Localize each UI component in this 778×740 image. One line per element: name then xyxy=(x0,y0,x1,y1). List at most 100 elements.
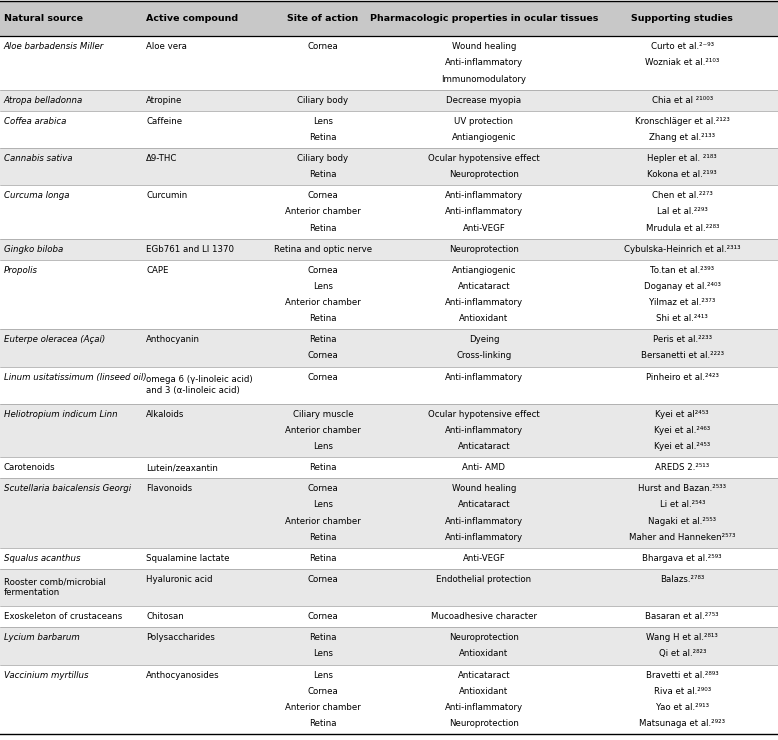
Bar xyxy=(0,665,778,734)
Text: Pharmacologic properties in ocular tissues: Pharmacologic properties in ocular tissu… xyxy=(370,14,598,24)
Text: Supporting studies: Supporting studies xyxy=(632,14,733,24)
Text: EGb761 and LI 1370: EGb761 and LI 1370 xyxy=(146,245,234,254)
Text: Retina: Retina xyxy=(309,554,337,563)
Text: Squalus acanthus: Squalus acanthus xyxy=(4,554,80,563)
Text: Natural source: Natural source xyxy=(4,14,83,24)
Text: Wang H et al.²⁸¹³: Wang H et al.²⁸¹³ xyxy=(647,633,718,642)
Text: Heliotropium indicum Linn: Heliotropium indicum Linn xyxy=(4,410,117,419)
Text: Squalamine lactate: Squalamine lactate xyxy=(146,554,230,563)
Text: Endothelial protection: Endothelial protection xyxy=(436,575,531,584)
Text: Cornea: Cornea xyxy=(307,373,338,382)
Text: Vaccinium myrtillus: Vaccinium myrtillus xyxy=(4,670,89,679)
Text: Hepler et al. ²¹⁸³: Hepler et al. ²¹⁸³ xyxy=(647,154,717,163)
Text: Bhargava et al.²⁵⁹³: Bhargava et al.²⁵⁹³ xyxy=(643,554,722,563)
Text: Antioxidant: Antioxidant xyxy=(459,314,509,323)
Text: Kyei et al.²⁴⁶³: Kyei et al.²⁴⁶³ xyxy=(654,426,710,435)
Bar xyxy=(0,478,778,548)
Bar xyxy=(0,569,778,606)
Text: Yao et al.²⁹¹³: Yao et al.²⁹¹³ xyxy=(656,703,709,712)
Text: Anticataract: Anticataract xyxy=(457,282,510,291)
Bar xyxy=(0,111,778,148)
Text: Anthocyanin: Anthocyanin xyxy=(146,335,200,344)
Text: Anterior chamber: Anterior chamber xyxy=(285,298,361,307)
Text: Balazs.²⁷⁸³: Balazs.²⁷⁸³ xyxy=(660,575,705,584)
Text: Shi et al.²⁴¹³: Shi et al.²⁴¹³ xyxy=(657,314,708,323)
Text: CAPE: CAPE xyxy=(146,266,169,275)
Bar xyxy=(0,457,778,478)
Text: Lens: Lens xyxy=(313,500,333,509)
Text: Anti-inflammatory: Anti-inflammatory xyxy=(445,703,523,712)
Text: Gingko biloba: Gingko biloba xyxy=(4,245,63,254)
Text: Chen et al.²²⁷³: Chen et al.²²⁷³ xyxy=(652,192,713,201)
Text: Flavonoids: Flavonoids xyxy=(146,485,192,494)
Text: Lens: Lens xyxy=(313,650,333,659)
Text: Decrease myopia: Decrease myopia xyxy=(447,95,521,104)
Text: Anti-VEGF: Anti-VEGF xyxy=(462,554,506,563)
Text: Cornea: Cornea xyxy=(307,687,338,696)
Text: Anti-inflammatory: Anti-inflammatory xyxy=(445,517,523,525)
Text: Antiangiogenic: Antiangiogenic xyxy=(452,266,516,275)
Text: Matsunaga et al.²⁹²³: Matsunaga et al.²⁹²³ xyxy=(640,719,725,728)
Text: Retina: Retina xyxy=(309,335,337,344)
Text: Rooster comb/microbial
fermentation: Rooster comb/microbial fermentation xyxy=(4,578,106,597)
Bar xyxy=(0,628,778,665)
Text: Retina: Retina xyxy=(309,223,337,232)
Bar xyxy=(0,404,778,457)
Text: Cornea: Cornea xyxy=(307,352,338,360)
Text: Kyei et al.²⁴⁵³: Kyei et al.²⁴⁵³ xyxy=(654,442,710,451)
Bar xyxy=(0,366,778,404)
Text: Lens: Lens xyxy=(313,670,333,679)
Text: Caffeine: Caffeine xyxy=(146,117,182,126)
Text: Neuroprotection: Neuroprotection xyxy=(449,170,519,179)
Text: Immunomodulatory: Immunomodulatory xyxy=(441,75,527,84)
Text: Neuroprotection: Neuroprotection xyxy=(449,719,519,728)
Text: Anticataract: Anticataract xyxy=(457,670,510,679)
Text: Coffea arabica: Coffea arabica xyxy=(4,117,66,126)
Text: Site of action: Site of action xyxy=(287,14,359,24)
Text: Anti-inflammatory: Anti-inflammatory xyxy=(445,207,523,216)
Text: To.tan et al.²³⁹³: To.tan et al.²³⁹³ xyxy=(650,266,714,275)
Text: Yilmaz et al.²³⁷³: Yilmaz et al.²³⁷³ xyxy=(649,298,716,307)
Text: Zhang et al.²¹³³: Zhang et al.²¹³³ xyxy=(650,133,715,142)
Text: Nagaki et al.²⁵⁵³: Nagaki et al.²⁵⁵³ xyxy=(648,517,717,525)
Text: Anti-inflammatory: Anti-inflammatory xyxy=(445,58,523,67)
Text: Retina: Retina xyxy=(309,633,337,642)
Text: Ocular hypotensive effect: Ocular hypotensive effect xyxy=(428,154,540,163)
Text: Anti-inflammatory: Anti-inflammatory xyxy=(445,298,523,307)
Text: Riva et al.²⁹⁰³: Riva et al.²⁹⁰³ xyxy=(654,687,711,696)
Text: Scutellaria baicalensis Georgi: Scutellaria baicalensis Georgi xyxy=(4,485,131,494)
Text: Cannabis sativa: Cannabis sativa xyxy=(4,154,72,163)
Text: Anti-inflammatory: Anti-inflammatory xyxy=(445,192,523,201)
Text: Kronschläger et al.²¹²³: Kronschläger et al.²¹²³ xyxy=(635,117,730,126)
Text: Cornea: Cornea xyxy=(307,485,338,494)
Text: Retina: Retina xyxy=(309,314,337,323)
Text: Lens: Lens xyxy=(313,282,333,291)
Text: Anterior chamber: Anterior chamber xyxy=(285,517,361,525)
Text: Anterior chamber: Anterior chamber xyxy=(285,207,361,216)
Text: Exoskeleton of crustaceans: Exoskeleton of crustaceans xyxy=(4,612,122,622)
Text: Carotenoids: Carotenoids xyxy=(4,463,55,472)
Text: Doganay et al.²⁴⁰³: Doganay et al.²⁴⁰³ xyxy=(644,282,720,291)
Text: Neuroprotection: Neuroprotection xyxy=(449,633,519,642)
Text: Neuroprotection: Neuroprotection xyxy=(449,245,519,254)
Text: Wound healing: Wound healing xyxy=(452,485,516,494)
Text: Qi et al.²⁸²³: Qi et al.²⁸²³ xyxy=(658,650,706,659)
Text: Ciliary body: Ciliary body xyxy=(297,95,349,104)
Text: Atropine: Atropine xyxy=(146,95,183,104)
Text: Hurst and Bazan.²⁵³³: Hurst and Bazan.²⁵³³ xyxy=(638,485,727,494)
Text: Atropa belladonna: Atropa belladonna xyxy=(4,95,83,104)
Text: Kokona et al.²¹⁹³: Kokona et al.²¹⁹³ xyxy=(647,170,717,179)
Text: Anticataract: Anticataract xyxy=(457,500,510,509)
Text: Anthocyanosides: Anthocyanosides xyxy=(146,670,220,679)
Text: Propolis: Propolis xyxy=(4,266,38,275)
Text: Mucoadhesive character: Mucoadhesive character xyxy=(431,612,537,622)
Text: Retina: Retina xyxy=(309,719,337,728)
Bar xyxy=(0,148,778,185)
Bar xyxy=(0,90,778,111)
Text: Hyaluronic acid: Hyaluronic acid xyxy=(146,575,212,584)
Bar xyxy=(0,1,778,36)
Text: Anti- AMD: Anti- AMD xyxy=(462,463,506,472)
Text: Anticataract: Anticataract xyxy=(457,442,510,451)
Text: Wound healing: Wound healing xyxy=(452,42,516,51)
Text: Curcumin: Curcumin xyxy=(146,192,187,201)
